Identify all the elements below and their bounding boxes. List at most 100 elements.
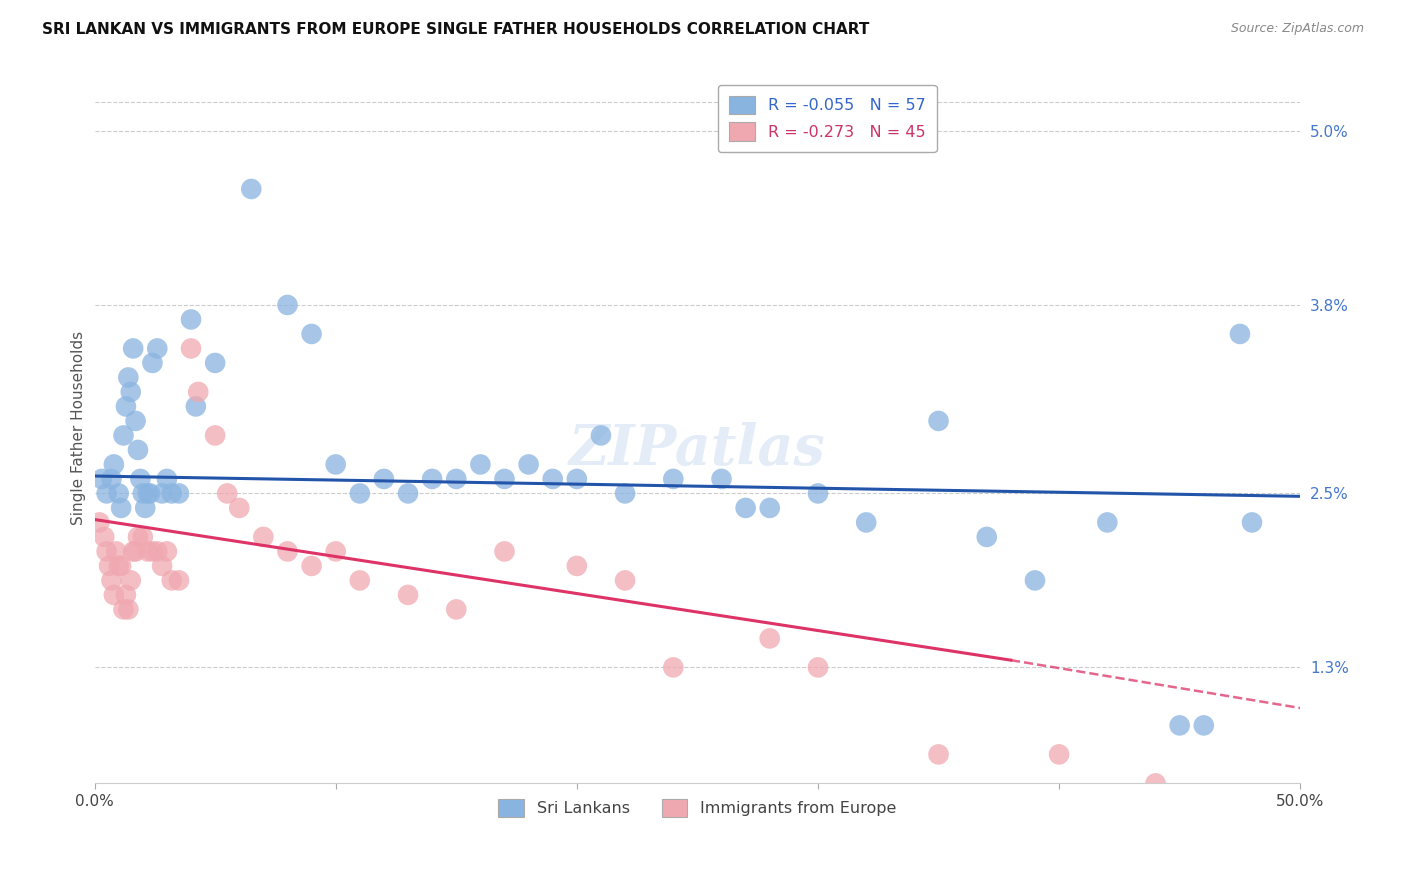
Point xyxy=(252,530,274,544)
Point xyxy=(614,486,637,500)
Point xyxy=(349,574,371,588)
Point xyxy=(325,544,347,558)
Point xyxy=(276,298,298,312)
Point xyxy=(807,660,830,674)
Legend: Sri Lankans, Immigrants from Europe: Sri Lankans, Immigrants from Europe xyxy=(491,790,904,825)
Point xyxy=(276,544,298,558)
Point xyxy=(301,558,323,573)
Point xyxy=(928,747,950,762)
Point xyxy=(150,558,173,573)
Point xyxy=(134,500,156,515)
Point xyxy=(541,472,564,486)
Point xyxy=(156,472,179,486)
Point xyxy=(110,500,132,515)
Point xyxy=(1192,718,1215,732)
Y-axis label: Single Father Households: Single Father Households xyxy=(72,331,86,525)
Point xyxy=(180,312,202,326)
Point xyxy=(565,472,588,486)
Point xyxy=(662,660,685,674)
Point xyxy=(446,602,468,616)
Point xyxy=(136,544,159,558)
Point xyxy=(160,574,183,588)
Point xyxy=(132,486,155,500)
Point xyxy=(855,516,877,530)
Point xyxy=(589,428,612,442)
Point xyxy=(1240,516,1263,530)
Point xyxy=(127,442,149,457)
Point xyxy=(112,602,135,616)
Point xyxy=(517,458,540,472)
Point xyxy=(420,472,443,486)
Point xyxy=(1229,326,1251,341)
Point xyxy=(662,472,685,486)
Point xyxy=(100,574,122,588)
Point xyxy=(446,472,468,486)
Point xyxy=(150,486,173,500)
Point xyxy=(494,544,516,558)
Point xyxy=(1097,516,1119,530)
Point xyxy=(115,400,138,414)
Text: ZIPatlas: ZIPatlas xyxy=(569,422,825,477)
Point xyxy=(167,574,190,588)
Point xyxy=(1024,574,1046,588)
Point xyxy=(204,428,226,442)
Point xyxy=(129,472,152,486)
Point xyxy=(470,458,492,472)
Point xyxy=(301,326,323,341)
Point xyxy=(156,544,179,558)
Point xyxy=(120,384,142,399)
Point xyxy=(117,370,139,384)
Point xyxy=(103,588,125,602)
Point xyxy=(107,486,129,500)
Point xyxy=(141,356,163,370)
Point xyxy=(93,530,115,544)
Point xyxy=(565,558,588,573)
Point xyxy=(96,544,118,558)
Point xyxy=(614,574,637,588)
Point xyxy=(90,472,112,486)
Point xyxy=(734,500,756,515)
Point xyxy=(124,544,146,558)
Point xyxy=(184,400,207,414)
Point xyxy=(204,356,226,370)
Point xyxy=(105,544,128,558)
Text: SRI LANKAN VS IMMIGRANTS FROM EUROPE SINGLE FATHER HOUSEHOLDS CORRELATION CHART: SRI LANKAN VS IMMIGRANTS FROM EUROPE SIN… xyxy=(42,22,869,37)
Point xyxy=(976,530,998,544)
Point xyxy=(141,544,163,558)
Point xyxy=(110,558,132,573)
Point xyxy=(240,182,263,196)
Point xyxy=(494,472,516,486)
Point xyxy=(136,486,159,500)
Point xyxy=(928,414,950,428)
Point xyxy=(89,516,111,530)
Point xyxy=(758,500,780,515)
Point xyxy=(325,458,347,472)
Point xyxy=(103,458,125,472)
Point xyxy=(710,472,733,486)
Point xyxy=(100,472,122,486)
Point xyxy=(122,342,145,356)
Point xyxy=(373,472,395,486)
Point xyxy=(1144,776,1167,790)
Point xyxy=(132,530,155,544)
Point xyxy=(117,602,139,616)
Point xyxy=(160,486,183,500)
Point xyxy=(124,414,146,428)
Point xyxy=(187,384,209,399)
Point xyxy=(120,574,142,588)
Point xyxy=(122,544,145,558)
Point xyxy=(139,486,162,500)
Point xyxy=(96,486,118,500)
Point xyxy=(349,486,371,500)
Point xyxy=(758,632,780,646)
Point xyxy=(115,588,138,602)
Point xyxy=(1168,718,1191,732)
Point xyxy=(146,342,169,356)
Point xyxy=(107,558,129,573)
Point xyxy=(228,500,250,515)
Point xyxy=(1047,747,1070,762)
Point xyxy=(146,544,169,558)
Point xyxy=(98,558,121,573)
Point xyxy=(180,342,202,356)
Point xyxy=(807,486,830,500)
